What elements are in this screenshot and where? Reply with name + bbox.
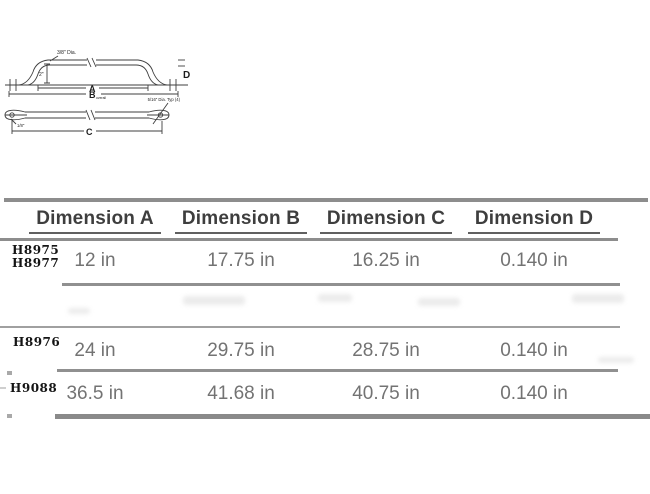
label-dim-b: B: [89, 90, 96, 100]
cell-dimension-c: 28.75 in: [352, 340, 420, 361]
front-view: D A B overall 2" 3/8" Dia.: [5, 50, 190, 100]
hole-leader: [152, 102, 169, 125]
column-header-dimension-b: Dimension B: [175, 208, 307, 234]
cell-dimension-a: 12 in: [74, 250, 116, 271]
scan-ghost-smudge: [68, 308, 90, 314]
stray-mark: [7, 414, 12, 418]
stray-mark: [7, 371, 12, 375]
cell-dimension-d: 0.140 in: [500, 383, 568, 404]
label-grip-height: 2": [39, 72, 44, 78]
scan-ghost-smudge: [598, 357, 634, 363]
model-labels: H8975 H8977: [12, 244, 59, 270]
cell-dimension-a: 24 in: [74, 340, 116, 361]
label-dim-c: C: [86, 127, 93, 137]
break-mark: [85, 109, 96, 121]
scan-ghost-smudge: [183, 296, 245, 305]
top-view: 5/16" Dia. Typ (4) 1/8" C: [4, 97, 181, 137]
cell-dimension-c: 40.75 in: [352, 383, 420, 404]
model-number: H9088: [10, 381, 58, 395]
cell-dimension-d: 0.140 in: [500, 340, 568, 361]
break-mark: [86, 57, 97, 68]
label-grip-dia: 3/8" Dia.: [57, 50, 76, 56]
model-number: H8975: [12, 243, 60, 257]
label-dim-d: D: [183, 70, 190, 81]
cell-dimension-d: 0.140 in: [500, 250, 568, 271]
model-number: H8976: [13, 335, 61, 349]
cell-dimension-b: 17.75 in: [207, 250, 275, 271]
label-dim-b-note: overall: [96, 96, 106, 100]
mount-hole: [9, 112, 15, 118]
stray-mark: [0, 387, 6, 389]
cell-dimension-b: 41.68 in: [207, 383, 275, 404]
model-number: H8977: [12, 256, 60, 270]
table-top-border: [4, 198, 648, 202]
handle-drawing: D A B overall 2" 3/8" Dia. 5/: [4, 50, 190, 137]
cell-dimension-c: 16.25 in: [352, 250, 420, 271]
cell-dimension-a: 36.5 in: [66, 383, 124, 404]
header-separator-line: [0, 238, 618, 241]
label-end-note: 1/8": [17, 123, 25, 128]
row-separator-line: [0, 326, 620, 328]
cell-dimension-b: 29.75 in: [207, 340, 275, 361]
column-header-dimension-c: Dimension C: [320, 208, 452, 234]
column-header-dimension-d: Dimension D: [468, 208, 600, 234]
scan-ghost-smudge: [572, 294, 624, 303]
label-dim-a: A: [89, 84, 96, 94]
column-header-dimension-a: Dimension A: [29, 208, 161, 234]
scan-ghost-smudge: [318, 294, 352, 302]
table-bottom-border: [55, 414, 650, 419]
row-separator-line: [57, 369, 618, 372]
scan-ghost-smudge: [418, 298, 460, 306]
row-separator-line: [62, 283, 620, 286]
label-hole-note: 5/16" Dia. Typ (4): [148, 97, 181, 102]
